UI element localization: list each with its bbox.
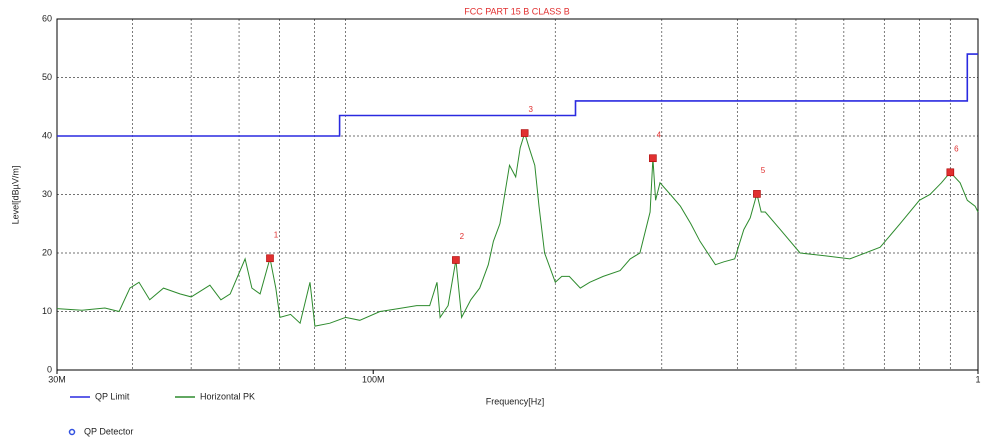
peak-marker	[520, 129, 529, 137]
y-tick-label: 60	[42, 13, 52, 23]
x-tick-label: 1	[975, 374, 980, 384]
y-tick-label: 10	[42, 306, 52, 316]
peak-marker	[266, 254, 274, 263]
peak-label: 3	[528, 105, 533, 114]
peak-label: 5	[761, 166, 766, 175]
peak-label: 2	[460, 232, 465, 241]
x-tick-label: 30M	[48, 374, 66, 384]
series-line	[56, 131, 979, 327]
peak-marker	[452, 256, 460, 264]
series-line	[57, 53, 978, 137]
peak-label: 6	[954, 144, 959, 153]
peak-marker	[649, 154, 657, 163]
legend-label: Horizontal PK	[200, 391, 255, 401]
y-tick-label: 30	[42, 189, 52, 199]
x-axis-label: Frequency[Hz]	[486, 396, 545, 406]
peak-label: 1	[274, 230, 279, 239]
peak-marker	[946, 168, 955, 177]
y-tick-label: 20	[42, 247, 52, 257]
legend-label: QP Limit	[95, 391, 130, 401]
legend-label: QP Detector	[84, 426, 133, 436]
y-tick-label: 40	[42, 130, 52, 140]
x-tick-label: 100M	[362, 374, 385, 384]
plot-frame	[56, 18, 979, 371]
y-tick-label: 0	[47, 364, 52, 374]
y-axis-label: Level[dBµV/m]	[10, 166, 20, 225]
legend-swatch	[68, 428, 76, 436]
peak-label: 4	[657, 130, 662, 139]
chart-title: FCC PART 15 B CLASS B	[464, 6, 570, 16]
peak-marker	[753, 190, 761, 198]
y-tick-label: 50	[42, 72, 52, 82]
